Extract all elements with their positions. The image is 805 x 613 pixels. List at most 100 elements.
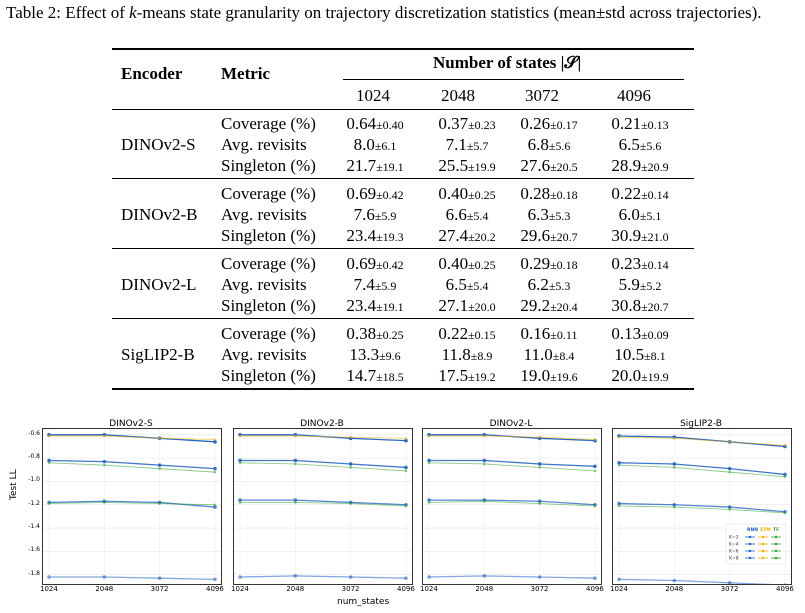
x-tick-label: 4096 (776, 585, 794, 593)
data-point (404, 469, 408, 473)
cell-mean: 23.4 (346, 296, 377, 315)
data-point (727, 505, 732, 509)
table-cell: 27.1±20.0 (421, 296, 513, 316)
cell-mean: 0.37 (438, 114, 469, 133)
series-line (240, 459, 407, 469)
data-point (538, 502, 541, 505)
table-cell: 0.64±0.40 (329, 114, 421, 134)
cell-std: ±19.1 (376, 160, 404, 174)
table-cell: 20.0±19.9 (594, 366, 686, 386)
cell-mean: 0.22 (611, 184, 642, 203)
cell-mean: 0.40 (438, 254, 469, 273)
column-header: 1024 (356, 86, 390, 105)
data-point (728, 508, 731, 511)
data-point (537, 462, 542, 466)
x-tick-label: 2048 (286, 585, 305, 593)
cell-std: ±19.3 (376, 230, 404, 244)
data-point (238, 461, 242, 465)
data-point (593, 469, 597, 473)
data-point (102, 575, 107, 579)
cell-mean: 0.69 (346, 254, 377, 273)
y-tick-label: -1.0 (28, 476, 40, 484)
caption-prefix: Table 2: Effect of (6, 3, 130, 22)
data-point (593, 576, 597, 580)
data-point (617, 501, 621, 506)
data-point (672, 502, 677, 507)
data-point (728, 440, 731, 444)
table-cell: 21.7±19.1 (329, 156, 421, 176)
cell-std: ±19.2 (468, 370, 496, 384)
table-cell: 0.22±0.15 (421, 324, 513, 344)
cell-std: ±5.9 (374, 279, 397, 293)
data-point (783, 511, 787, 515)
data-point (427, 434, 431, 438)
table-cell: 6.3±5.3 (503, 205, 595, 225)
cell-mean: 20.0 (611, 366, 642, 385)
data-point (672, 578, 677, 583)
header-rule (112, 109, 694, 110)
cell-std: ±5.3 (548, 209, 571, 223)
series-line (429, 459, 596, 467)
data-point (483, 462, 486, 466)
cell-std: ±5.6 (548, 139, 571, 153)
x-tick-label: 2048 (665, 585, 684, 593)
series-line (239, 462, 407, 472)
table-bottom-rule (112, 388, 694, 390)
data-point (482, 574, 487, 578)
data-point (617, 577, 621, 582)
y-tick-label: -0.6 (28, 429, 40, 437)
column-group-rule (343, 79, 684, 80)
series-line (49, 434, 216, 443)
table-cell: 0.22±0.14 (594, 184, 686, 204)
data-point (47, 575, 51, 579)
legend-marker (761, 542, 765, 546)
metric-name: Singleton (%) (221, 366, 316, 385)
data-point (102, 459, 107, 464)
cell-std: ±5.2 (639, 279, 662, 293)
cell-std: ±0.13 (641, 118, 669, 132)
table-cell: 27.6±20.5 (503, 156, 595, 176)
cell-std: ±19.6 (550, 370, 578, 384)
data-point (593, 438, 597, 441)
cell-mean: 25.5 (438, 156, 469, 175)
legend-marker (748, 542, 752, 546)
data-point (427, 501, 431, 504)
data-point (427, 461, 431, 465)
panel-plot (423, 429, 601, 584)
metric-name: Singleton (%) (221, 226, 316, 245)
cell-mean: 0.13 (611, 324, 642, 343)
group-rule (112, 248, 694, 249)
series-line (48, 462, 216, 473)
table-cell: 7.6±5.9 (329, 205, 421, 225)
table-cell: 17.5±19.2 (421, 366, 513, 386)
cell-std: ±0.18 (550, 188, 578, 202)
table-cell: 0.40±0.25 (421, 254, 513, 274)
x-tick-label: 1024 (610, 585, 628, 593)
cell-mean: 14.7 (346, 366, 377, 385)
x-tick-label: 4096 (586, 585, 604, 593)
data-point (158, 437, 161, 440)
data-point (538, 435, 541, 439)
table-cell: 0.16±0.11 (503, 324, 595, 344)
data-point (783, 583, 787, 587)
cell-mean: 17.5 (438, 366, 469, 385)
cell-std: ±20.0 (468, 300, 496, 314)
cell-std: ±20.9 (641, 160, 669, 174)
legend-marker (774, 556, 778, 560)
cell-std: ±19.1 (376, 300, 404, 314)
series-line (428, 575, 596, 579)
metric-name: Coverage (%) (221, 324, 316, 343)
cell-mean: 6.8 (527, 135, 549, 154)
cell-std: ±0.42 (376, 258, 404, 272)
cell-std: ±0.15 (468, 328, 496, 342)
cell-std: ±0.25 (468, 188, 496, 202)
data-point (404, 437, 408, 440)
table-cell: 0.69±0.42 (329, 184, 421, 204)
cell-mean: 27.6 (520, 156, 551, 175)
series-line (618, 502, 786, 513)
data-point (238, 458, 242, 463)
data-point (783, 475, 787, 479)
column-header: 2048 (441, 86, 475, 105)
table-cell: 6.0±5.1 (594, 205, 686, 225)
panel-title: SigLIP2-B (680, 419, 722, 429)
